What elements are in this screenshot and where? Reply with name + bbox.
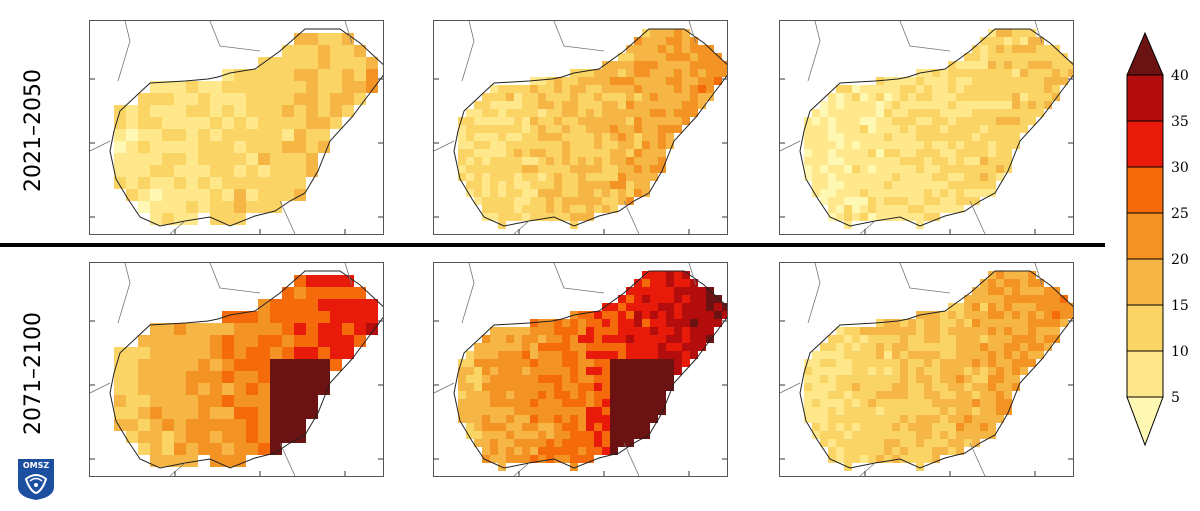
map-svg — [434, 263, 727, 476]
colorbar-tick-label: 40 — [1171, 68, 1189, 84]
map-panel-2071-2100-3 — [779, 262, 1074, 477]
colorbar-tick-label: 25 — [1171, 206, 1189, 222]
neighbour-border — [553, 21, 605, 52]
neighbour-border — [623, 442, 640, 476]
neighbour-border — [209, 21, 261, 52]
neighbour-border — [169, 462, 186, 476]
neighbour-border — [279, 200, 296, 234]
neighbour-border — [807, 21, 821, 82]
colorbar-segment — [1126, 74, 1164, 122]
neighbour-border — [859, 462, 876, 476]
colorbar-tick-label: 15 — [1171, 298, 1189, 314]
neighbour-border — [1034, 263, 1043, 286]
country-border — [453, 28, 727, 227]
neighbour-border — [434, 382, 455, 394]
neighbour-border — [344, 263, 353, 286]
country-border — [109, 270, 383, 469]
neighbour-border — [513, 220, 530, 234]
colorbar-tick-label: 10 — [1171, 344, 1189, 360]
neighbour-border — [279, 442, 296, 476]
colorbar-segment — [1126, 258, 1164, 306]
colorbar-segment — [1126, 212, 1164, 260]
neighbour-border — [623, 200, 640, 234]
neighbour-border — [209, 263, 261, 294]
neighbour-border — [553, 263, 605, 294]
map-panel-2071-2100-2 — [433, 262, 728, 477]
country-border — [799, 270, 1073, 469]
map-raster — [458, 271, 727, 471]
neighbour-border — [780, 140, 801, 152]
map-panel-2071-2100-1 — [89, 262, 384, 477]
colorbar-min-arrow — [1126, 396, 1164, 447]
colorbar-legend: 5 10 15 20 25 30 35 40 — [1126, 31, 1189, 447]
map-panel-2021-2050-2 — [433, 20, 728, 235]
neighbour-border — [688, 263, 697, 286]
colorbar-segment — [1126, 304, 1164, 352]
neighbour-border — [780, 382, 801, 394]
country-border — [453, 270, 727, 469]
neighbour-border — [807, 263, 821, 324]
map-svg — [434, 21, 727, 234]
neighbour-border — [859, 220, 876, 234]
country-border — [799, 28, 1073, 227]
omsz-logo: OMSZ — [18, 459, 54, 500]
neighbour-border — [117, 263, 131, 324]
logo-text: OMSZ — [23, 461, 50, 470]
neighbour-border — [513, 462, 530, 476]
neighbour-border — [899, 263, 951, 294]
row-label-2071-2100: 2071–2100 — [8, 262, 58, 484]
neighbour-border — [344, 21, 353, 44]
map-svg — [90, 263, 383, 476]
row-divider — [0, 243, 1105, 247]
neighbour-border — [461, 21, 475, 82]
colorbar-segment — [1126, 350, 1164, 398]
map-raster — [114, 275, 378, 467]
map-svg — [780, 263, 1073, 476]
neighbour-border — [90, 382, 111, 394]
map-raster — [458, 29, 727, 229]
neighbour-border — [969, 442, 986, 476]
neighbour-border — [169, 220, 186, 234]
map-panel-2021-2050-3 — [779, 20, 1074, 235]
neighbour-border — [969, 200, 986, 234]
neighbour-border — [117, 21, 131, 82]
colorbar-tick-label: 35 — [1171, 114, 1189, 130]
colorbar-segment — [1126, 120, 1164, 168]
colorbar-max-arrow — [1126, 31, 1164, 76]
map-raster — [114, 33, 378, 225]
row-label-text: 2021–2050 — [20, 68, 46, 192]
map-raster — [804, 271, 1073, 471]
map-panel-2021-2050-1 — [89, 20, 384, 235]
neighbour-border — [1034, 21, 1043, 44]
neighbour-border — [461, 263, 475, 324]
colorbar-tick-label: 20 — [1171, 252, 1189, 268]
colorbar-tick-label: 5 — [1171, 390, 1180, 406]
colorbar-tick-label: 30 — [1171, 160, 1189, 176]
neighbour-border — [688, 21, 697, 44]
country-border — [109, 28, 383, 227]
neighbour-border — [434, 140, 455, 152]
map-raster — [804, 29, 1073, 229]
colorbar-segment — [1126, 166, 1164, 214]
neighbour-border — [90, 140, 111, 152]
row-label-text: 2071–2100 — [20, 311, 46, 435]
neighbour-border — [899, 21, 951, 52]
row-label-2021-2050: 2021–2050 — [8, 20, 58, 240]
map-svg — [90, 21, 383, 234]
map-svg — [780, 21, 1073, 234]
